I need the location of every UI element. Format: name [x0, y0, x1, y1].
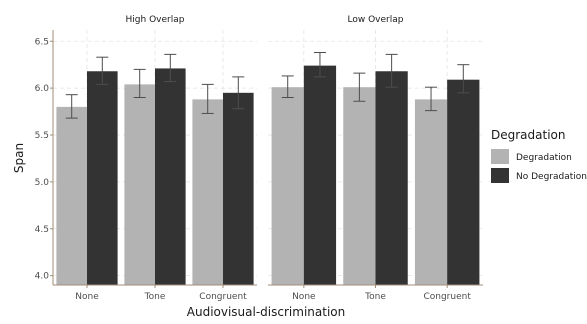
x-tick-label: Congruent — [199, 292, 247, 302]
error-bar — [385, 53, 398, 88]
x-tick-label: None — [292, 292, 316, 302]
y-tick-label: 6.0 — [35, 84, 50, 94]
error-bar — [96, 56, 109, 85]
bar-no-degradation — [303, 65, 337, 285]
error-bar — [133, 68, 146, 98]
y-tick-label: 5.0 — [35, 178, 50, 188]
error-bar — [164, 53, 177, 83]
error-bar — [281, 75, 294, 98]
error-bar — [201, 83, 214, 114]
legend-key-degradation — [491, 149, 509, 164]
y-tick-label: 6.5 — [35, 37, 49, 47]
legend: Degradation Degradation No Degradation — [491, 128, 587, 183]
error-bar — [425, 86, 438, 112]
error-bar — [232, 76, 245, 110]
bar-degradation — [56, 106, 87, 285]
panel-1: Low Overlap None Tone Congruent — [268, 15, 483, 302]
y-tick-label: 5.5 — [35, 131, 49, 141]
legend-title: Degradation — [491, 128, 565, 142]
bar-degradation — [192, 99, 223, 285]
x-tick-label: Tone — [144, 292, 166, 302]
legend-label-degradation: Degradation — [516, 153, 572, 163]
error-bar — [65, 94, 78, 119]
error-bar — [457, 64, 470, 94]
bar-no-degradation — [447, 79, 480, 285]
bar-degradation — [343, 87, 376, 285]
y-tick-label: 4.0 — [35, 272, 50, 282]
panel-strip-label: Low Overlap — [348, 15, 404, 25]
bar-no-degradation — [223, 92, 254, 285]
panel-strip-label: High Overlap — [126, 15, 185, 25]
legend-key-no-degradation — [491, 168, 509, 183]
panels-layer: 4.0 4.5 5.0 5.5 6.0 6.5 High Overlap None Tone Co… — [35, 15, 483, 302]
x-tick-label: Congruent — [423, 292, 471, 302]
bar-no-degradation — [87, 71, 118, 285]
panel-0: High Overlap None Tone Congruent — [50, 15, 257, 302]
x-axis-title: Audiovisual-discrimination — [187, 305, 345, 319]
bar-no-degradation — [375, 71, 408, 285]
error-bar — [353, 72, 366, 102]
error-bar — [313, 52, 326, 78]
bar-no-degradation — [155, 68, 186, 285]
bar-degradation — [414, 99, 448, 285]
bar-degradation — [271, 87, 304, 285]
legend-label-no-degradation: No Degradation — [516, 172, 587, 182]
x-tick-label: None — [75, 292, 99, 302]
y-axis-title: Span — [12, 143, 26, 173]
x-tick-label: Tone — [364, 292, 386, 302]
y-tick-label: 4.5 — [35, 225, 49, 235]
bar-degradation — [124, 84, 155, 285]
